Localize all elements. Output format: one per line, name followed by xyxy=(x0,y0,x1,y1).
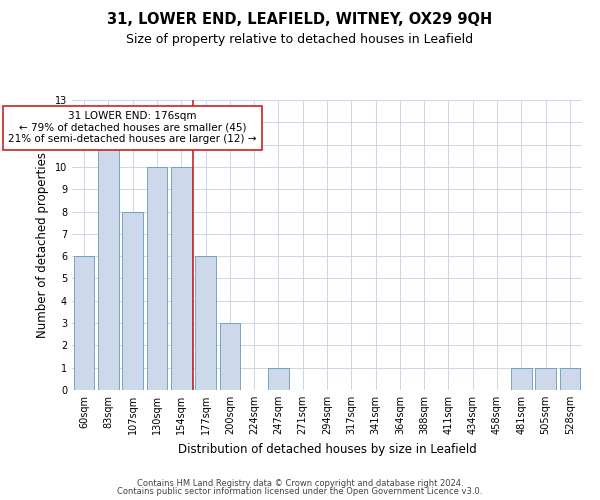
Bar xyxy=(560,368,580,390)
Bar xyxy=(146,167,167,390)
Bar xyxy=(535,368,556,390)
Bar xyxy=(511,368,532,390)
Bar xyxy=(122,212,143,390)
Bar xyxy=(195,256,216,390)
Bar xyxy=(74,256,94,390)
Bar xyxy=(268,368,289,390)
Bar xyxy=(220,323,240,390)
X-axis label: Distribution of detached houses by size in Leafield: Distribution of detached houses by size … xyxy=(178,442,476,456)
Bar xyxy=(171,167,191,390)
Text: Size of property relative to detached houses in Leafield: Size of property relative to detached ho… xyxy=(127,32,473,46)
Y-axis label: Number of detached properties: Number of detached properties xyxy=(36,152,49,338)
Text: Contains public sector information licensed under the Open Government Licence v3: Contains public sector information licen… xyxy=(118,487,482,496)
Text: Contains HM Land Registry data © Crown copyright and database right 2024.: Contains HM Land Registry data © Crown c… xyxy=(137,478,463,488)
Text: 31 LOWER END: 176sqm
← 79% of detached houses are smaller (45)
21% of semi-detac: 31 LOWER END: 176sqm ← 79% of detached h… xyxy=(8,111,257,144)
Bar xyxy=(98,144,119,390)
Text: 31, LOWER END, LEAFIELD, WITNEY, OX29 9QH: 31, LOWER END, LEAFIELD, WITNEY, OX29 9Q… xyxy=(107,12,493,28)
